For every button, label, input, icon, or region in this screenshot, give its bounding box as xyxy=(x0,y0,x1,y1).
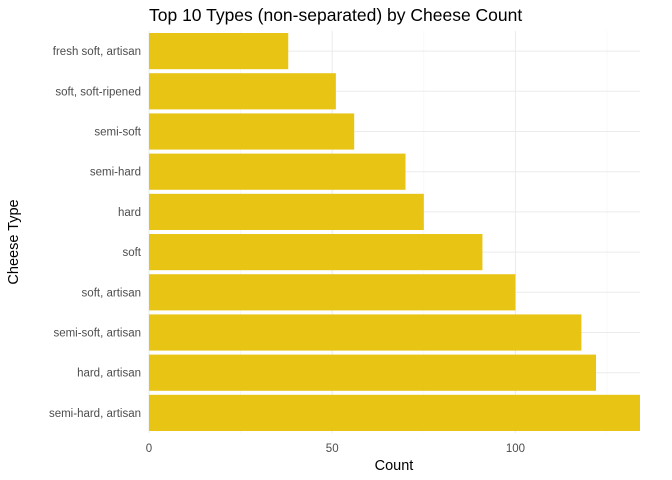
x-tick-label: 50 xyxy=(326,443,339,455)
category-label: semi-soft xyxy=(94,127,141,139)
category-label: soft, soft-ripened xyxy=(55,86,141,98)
bar xyxy=(149,193,424,230)
category-label: hard, artisan xyxy=(77,368,141,380)
category-label: soft, artisan xyxy=(82,287,141,299)
bar xyxy=(149,153,406,190)
bar xyxy=(149,394,640,431)
category-label: hard xyxy=(118,207,141,219)
category-label: semi-hard, artisan xyxy=(49,408,141,420)
category-label: semi-soft, artisan xyxy=(53,328,141,340)
x-tick-label: 100 xyxy=(506,443,525,455)
bar xyxy=(149,33,289,70)
y-axis-title: Cheese Type xyxy=(6,199,22,284)
bar xyxy=(149,354,597,391)
x-axis-title: Count xyxy=(375,458,414,474)
category-label: semi-hard xyxy=(90,167,141,179)
bars xyxy=(149,33,640,431)
x-tick-label: 0 xyxy=(146,443,152,455)
bar xyxy=(149,234,483,271)
bar xyxy=(149,274,516,311)
bar xyxy=(149,73,336,110)
category-labels: semi-hard, artisan hard, artisan semi-soft… xyxy=(49,46,142,420)
category-label: soft xyxy=(122,247,141,259)
category-label: fresh soft, artisan xyxy=(53,46,141,58)
x-tick-labels: 0 50 100 xyxy=(146,443,525,455)
bar xyxy=(149,314,582,351)
bar xyxy=(149,113,355,150)
chart-title: Top 10 Types (non-separated) by Cheese C… xyxy=(149,5,522,25)
